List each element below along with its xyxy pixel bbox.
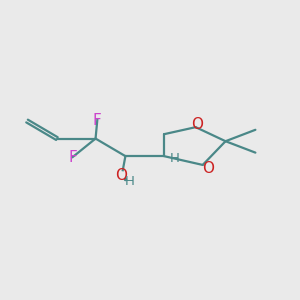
Text: O: O bbox=[191, 117, 203, 132]
Text: H: H bbox=[169, 152, 179, 165]
Text: F: F bbox=[93, 112, 102, 128]
Text: O: O bbox=[115, 168, 127, 183]
Text: O: O bbox=[202, 161, 214, 176]
Text: F: F bbox=[68, 149, 77, 164]
Text: H: H bbox=[124, 175, 134, 188]
